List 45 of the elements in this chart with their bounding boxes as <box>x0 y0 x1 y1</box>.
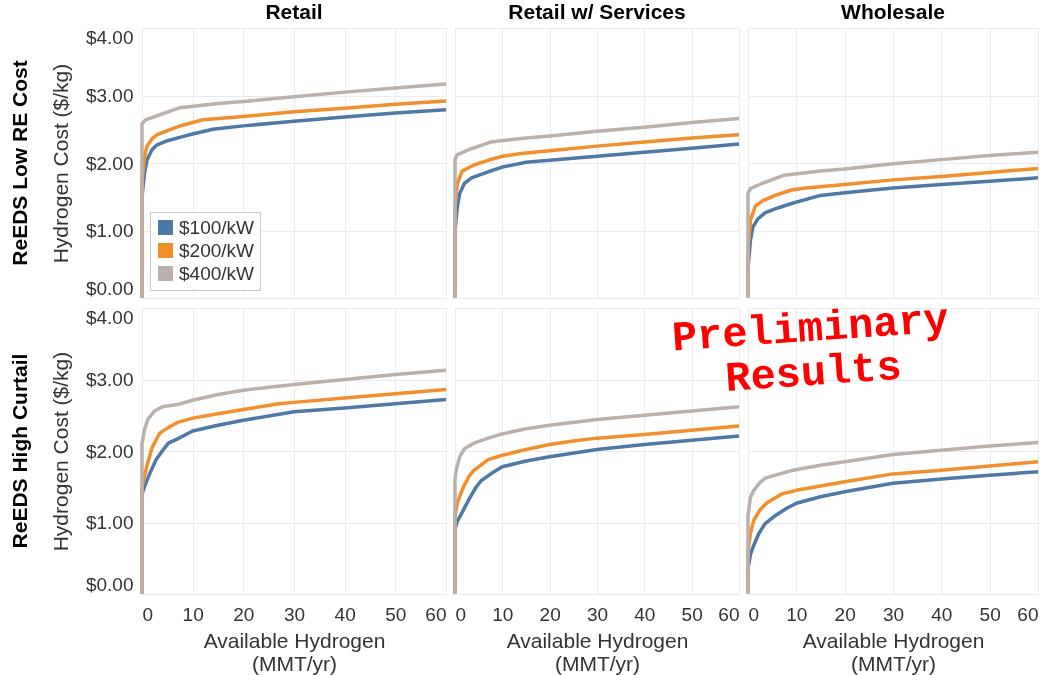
x-tick-label: 40 <box>634 603 656 625</box>
x-tick-label: 20 <box>834 603 856 625</box>
x-tick-label: 40 <box>334 603 356 625</box>
x-tick-label: 20 <box>233 603 255 625</box>
y-tick-label: $1.00 <box>85 512 134 533</box>
y-tick-label: $2.00 <box>85 152 134 174</box>
y-tick-label: $4.00 <box>85 306 134 328</box>
x-tick-label: 50 <box>979 603 1001 625</box>
y-axis-title: Hydrogen Cost ($/kg) <box>48 63 72 264</box>
y-tick-label: $2.00 <box>85 440 134 462</box>
y-tick-label: $4.00 <box>85 26 134 48</box>
x-axis-title: Available Hydrogen (MMT/yr) <box>203 628 386 675</box>
annotation: Preliminary Results <box>669 296 952 407</box>
x-tick-label: 30 <box>586 603 609 625</box>
chart-title: Retail <box>265 0 323 23</box>
x-tick-label: 0 <box>455 603 467 625</box>
y-tick-label: $1.00 <box>85 220 134 241</box>
text: ReEDS High Curtail <box>8 353 32 549</box>
x-tick-label: 60 <box>425 603 447 625</box>
y-tick-label: $3.00 <box>85 85 134 106</box>
x-tick-label: 10 <box>492 603 514 625</box>
legend-label: $100/kW <box>179 216 255 238</box>
x-tick-label: 10 <box>786 603 808 625</box>
x-tick-label: 40 <box>931 603 953 625</box>
y-tick-label: $0.00 <box>85 573 134 595</box>
x-axis-title: Available Hydrogen (MMT/yr) <box>802 628 985 675</box>
y-tick-label: $0.00 <box>85 277 134 299</box>
y-tick-label: $3.00 <box>85 369 134 390</box>
legend-label: $400/kW <box>179 262 255 284</box>
x-tick-label: 0 <box>142 603 154 625</box>
chart-title: Retail w/ Services <box>508 0 686 23</box>
y-axis-title: Hydrogen Cost ($/kg) <box>48 351 72 552</box>
x-tick-label: 60 <box>1017 603 1039 625</box>
x-tick-label: 20 <box>539 603 561 625</box>
text: ReEDS Low RE Cost <box>8 60 32 266</box>
x-tick-label: 50 <box>385 603 407 625</box>
x-tick-label: 50 <box>681 603 703 625</box>
x-tick-label: 10 <box>182 603 204 625</box>
x-tick-label: 30 <box>283 603 306 625</box>
x-tick-label: 0 <box>748 603 760 625</box>
chart-title: Wholesale <box>841 0 945 23</box>
x-axis-title: Available Hydrogen (MMT/yr) <box>506 628 689 675</box>
legend-label: $200/kW <box>179 239 255 261</box>
x-tick-label: 60 <box>718 603 740 625</box>
x-tick-label: 30 <box>882 603 905 625</box>
